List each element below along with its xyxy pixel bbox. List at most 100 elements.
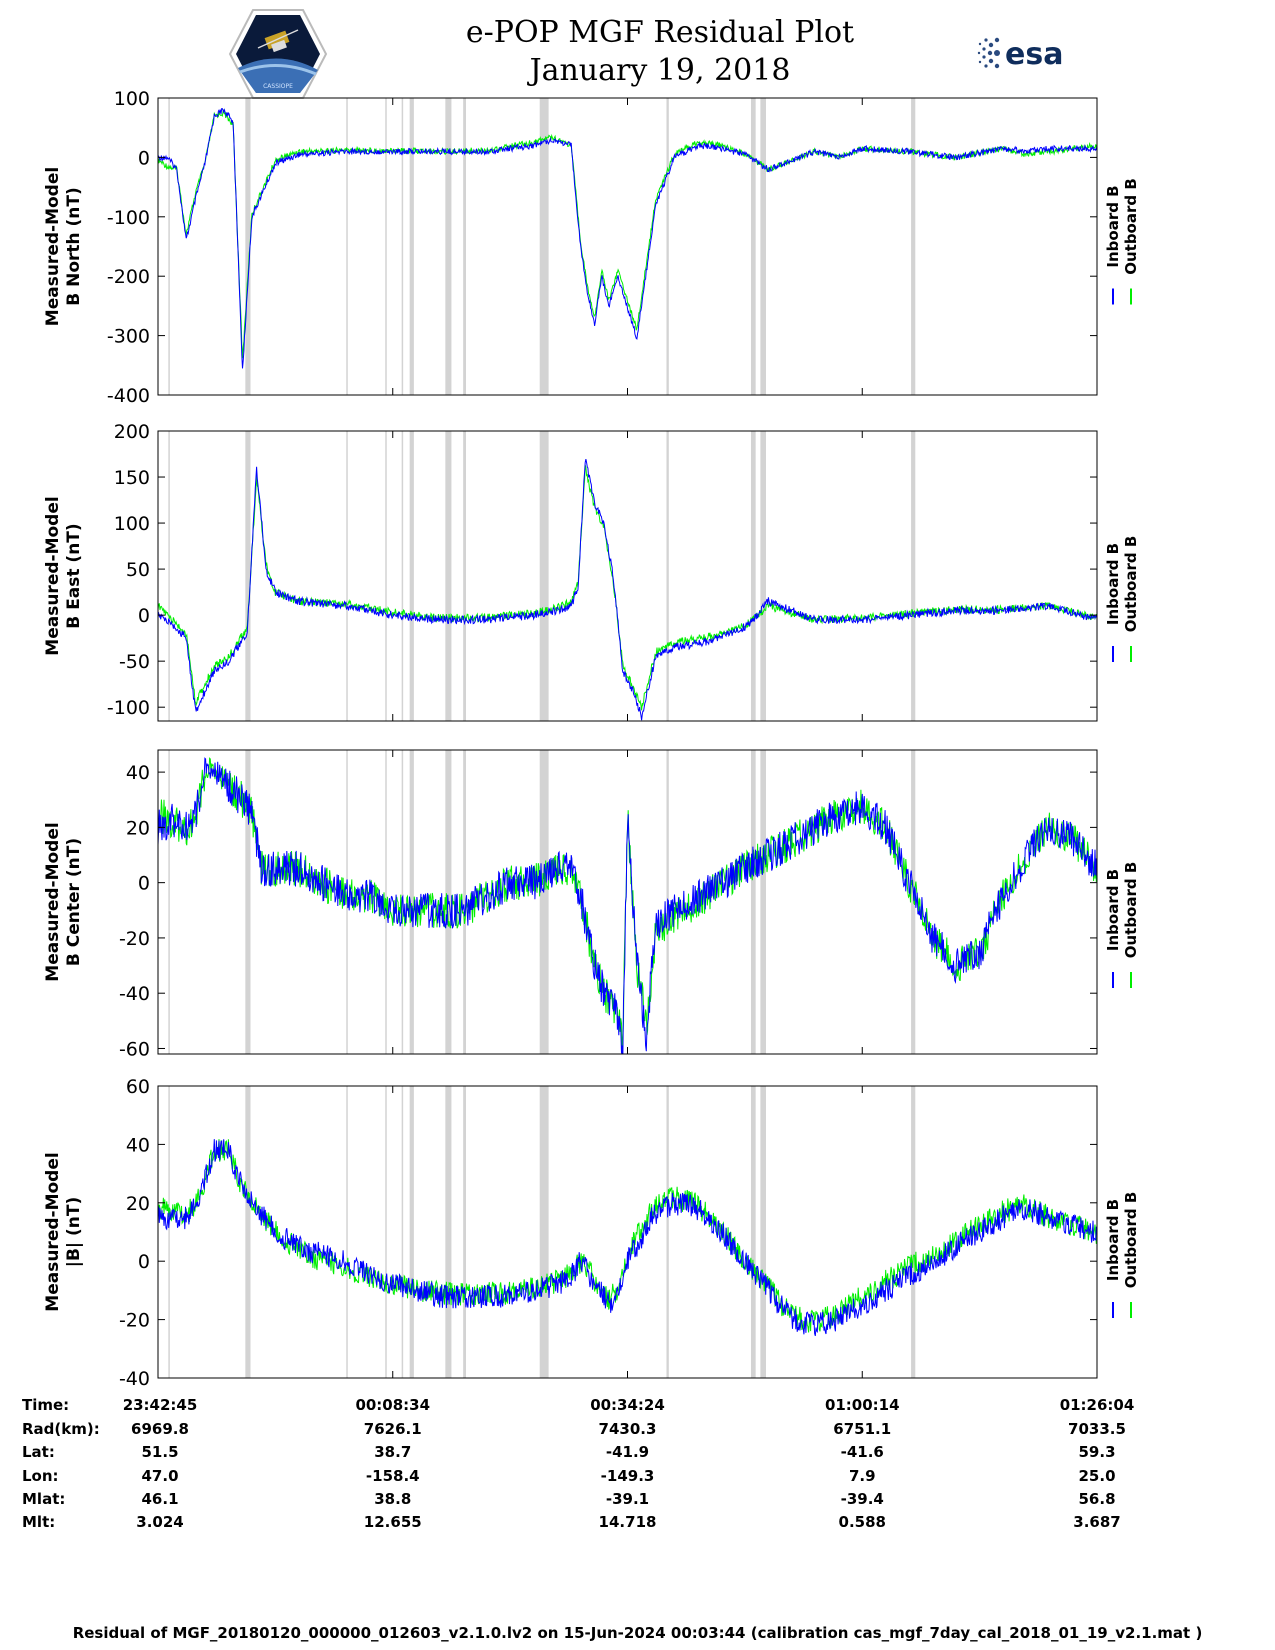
legend: Inboard BOutboard B	[1104, 1192, 1140, 1289]
series-line-inboard-b	[158, 458, 1097, 721]
y-axis-label-line: Measured-Model	[43, 1152, 63, 1311]
y-tick-label: 0	[138, 605, 150, 627]
y-tick-label: -60	[119, 1038, 150, 1060]
data-gap	[911, 98, 916, 395]
data-gap	[760, 1086, 767, 1378]
legend-entry: Inboard B	[1104, 543, 1122, 625]
data-gap	[666, 98, 669, 395]
series-line-inboard-b	[158, 108, 1097, 369]
panel-4: 60 40 20 0 -20 -40 Measured-Model|B| (nT) Inboa…	[43, 1076, 1140, 1390]
y-tick-label: 100	[114, 513, 150, 535]
y-axis-label-line: |B| (nT)	[64, 1197, 84, 1268]
data-gap	[539, 750, 549, 1054]
y-axis-label-line: Measured-Model	[43, 496, 63, 655]
y-axis-label-line: Measured-Model	[43, 167, 63, 326]
y-axis-label: Measured-ModelB North (nT)	[43, 167, 84, 326]
series-line-outboard-b	[158, 109, 1097, 359]
series-line-outboard-b	[158, 1139, 1097, 1333]
y-tick-label: -40	[119, 1368, 150, 1390]
y-tick-label: -40	[119, 983, 150, 1005]
data-gap	[463, 98, 466, 395]
data-gap	[245, 750, 251, 1054]
data-gap	[409, 750, 414, 1054]
legend-entry: Inboard B	[1104, 869, 1122, 951]
plot-date: January 19, 2018	[529, 53, 791, 88]
data-gap	[750, 431, 756, 721]
y-axis-label-line: B North (nT)	[64, 187, 84, 306]
data-gap	[168, 431, 170, 721]
data-gap	[346, 98, 348, 395]
plot-frame	[157, 97, 1098, 396]
data-gap	[760, 98, 767, 395]
data-gap	[385, 431, 387, 721]
data-gap	[760, 750, 767, 1054]
plot-title-block: e-POP MGF Residual Plot January 19, 2018	[380, 14, 940, 90]
y-tick-label: -20	[119, 1310, 150, 1332]
legend: Inboard BOutboard B	[1104, 178, 1140, 275]
y-tick-label: -50	[119, 651, 150, 673]
data-gap	[539, 98, 549, 395]
y-tick-label: -300	[107, 326, 150, 348]
y-tick-label: -400	[107, 385, 150, 407]
y-tick-label: 20	[126, 1193, 150, 1215]
legend-entry: Outboard B	[1122, 862, 1140, 959]
y-axis-label-line: B Center (nT)	[64, 838, 84, 966]
data-gap	[245, 431, 251, 721]
data-gap	[445, 98, 452, 395]
data-gap	[168, 1086, 170, 1378]
esa-logo-text: esa	[1005, 37, 1063, 72]
data-gap	[346, 1086, 348, 1378]
legend-entry: Inboard B	[1104, 1199, 1122, 1281]
data-gap	[385, 1086, 387, 1378]
legend-entry: Outboard B	[1122, 178, 1140, 275]
y-tick-label: 40	[126, 1134, 150, 1156]
y-tick-label: 100	[114, 88, 150, 110]
data-gap	[168, 750, 170, 1054]
data-gap	[539, 1086, 549, 1378]
legend: Inboard BOutboard B	[1104, 862, 1140, 959]
data-gap	[346, 431, 348, 721]
data-gap	[463, 431, 466, 721]
data-gap	[346, 750, 348, 1054]
data-gap	[666, 1086, 669, 1378]
data-gap	[463, 1086, 466, 1378]
y-tick-label: -20	[119, 928, 150, 950]
series-line-outboard-b	[158, 465, 1097, 711]
data-gap	[750, 98, 756, 395]
data-gap	[750, 750, 756, 1054]
y-axis-label: Measured-ModelB East (nT)	[43, 496, 84, 655]
data-gap	[245, 98, 251, 395]
panel-2: 200 150 100 50 0 -50 -100 Measured-ModelB East …	[43, 421, 1140, 722]
legend-entry: Inboard B	[1104, 185, 1122, 267]
data-gap	[750, 1086, 756, 1378]
data-gap	[409, 98, 414, 395]
series-line-inboard-b	[158, 757, 1097, 1054]
y-tick-label: 200	[114, 421, 150, 443]
cassiope-logo-text: CASSIOPE	[263, 83, 293, 90]
y-tick-label: -100	[107, 207, 150, 229]
esa-logo: esa	[977, 37, 1063, 72]
panel-3: 40 20 0 -20 -40 -60 Measured-ModelB Center (nT…	[43, 749, 1140, 1060]
plot-title: e-POP MGF Residual Plot	[465, 15, 855, 50]
data-gap	[445, 1086, 452, 1378]
data-gap	[409, 1086, 414, 1378]
data-gap	[245, 1086, 251, 1378]
cassiope-logo: CASSIOPE	[228, 9, 328, 99]
y-axis-label: Measured-Model|B| (nT)	[43, 1152, 84, 1311]
legend: Inboard BOutboard B	[1104, 536, 1140, 633]
y-tick-label: 40	[126, 762, 150, 784]
footer-caption: Residual of MGF_20180120_000000_012603_v…	[72, 1624, 1203, 1642]
y-tick-label: 0	[138, 147, 150, 169]
y-tick-label: 60	[126, 1076, 150, 1098]
data-gap	[401, 431, 404, 721]
data-gap	[911, 750, 916, 1054]
data-gap	[168, 98, 170, 395]
data-gap	[401, 98, 404, 395]
y-tick-label: 0	[138, 1251, 150, 1273]
data-gap	[760, 431, 767, 721]
data-gap	[911, 431, 916, 721]
data-gap	[911, 1086, 916, 1378]
data-gap	[445, 431, 452, 721]
series-line-outboard-b	[158, 757, 1097, 1051]
